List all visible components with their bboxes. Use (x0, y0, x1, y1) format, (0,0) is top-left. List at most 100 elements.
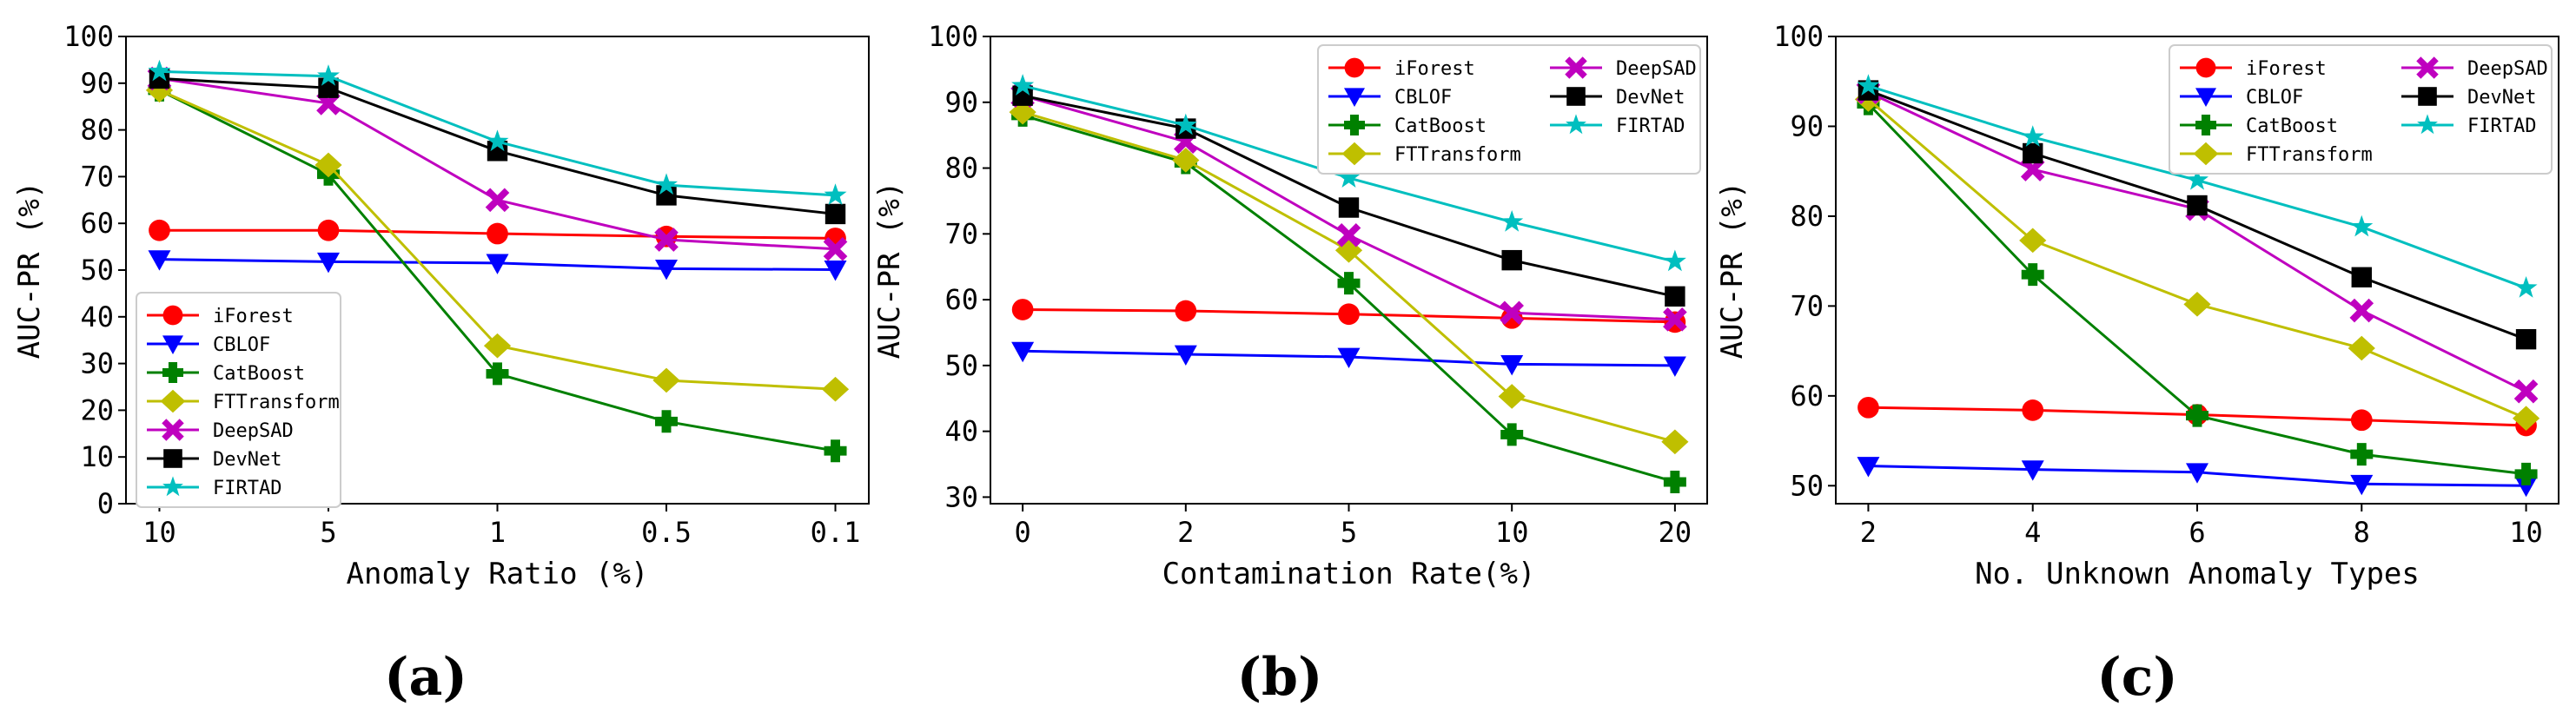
legend-marker (1566, 87, 1586, 106)
data-point (2513, 379, 2539, 404)
y-axis-label: AUC-PR (%) (12, 182, 47, 360)
y-axis-label: AUC-PR (%) (1715, 182, 1750, 360)
panel-caption: (b) (1237, 647, 1323, 708)
data-point (1011, 299, 1034, 320)
data-point (2021, 125, 2044, 147)
panel-caption: (c) (2096, 647, 2177, 708)
legend-marker (1344, 88, 1365, 107)
data-point (2514, 462, 2538, 485)
x-axis-label: No. Unknown Anomaly Types (1975, 557, 2420, 591)
legend-marker (2416, 56, 2439, 79)
data-point (824, 183, 847, 205)
series-FTTransform (145, 77, 850, 402)
data-point (1857, 74, 1880, 96)
data-point (2514, 476, 2538, 498)
data-point (1336, 223, 1361, 248)
y-tick-label: 0 (97, 487, 114, 520)
data-point (1857, 457, 1880, 478)
legend-marker (2195, 115, 2216, 135)
series-FIRTAD (1857, 74, 2538, 298)
x-tick-label: 1 (489, 516, 506, 549)
data-point (486, 129, 509, 152)
series-DevNet (149, 68, 846, 225)
legend-label: FIRTAD (1616, 116, 1685, 137)
legend-marker (162, 362, 183, 383)
data-point (654, 228, 679, 252)
data-point (1011, 341, 1035, 363)
data-point (1172, 148, 1200, 173)
legend-marker (2418, 87, 2437, 106)
data-point (485, 188, 510, 213)
legend-label: iForest (213, 306, 294, 327)
legend-label: FIRTAD (213, 478, 281, 499)
series-CBLOF (1011, 341, 1686, 377)
legend-marker (2193, 142, 2219, 166)
legend: iForest CBLOF CatBoost FTTransform DeepSAD De… (1317, 44, 1701, 175)
legend-marker (2195, 57, 2216, 78)
y-axis-label: AUC-PR (%) (872, 182, 907, 360)
legend-label: DeepSAD (1616, 58, 1697, 80)
legend-label: FTTransform (2246, 144, 2373, 166)
data-point (148, 250, 171, 271)
data-point (2350, 214, 2374, 237)
data-point (483, 333, 512, 359)
data-point (2021, 460, 2044, 481)
legend-box (1317, 44, 1701, 175)
data-point (315, 152, 342, 178)
data-point (487, 222, 508, 245)
x-tick-label: 10 (142, 516, 176, 549)
series-FIRTAD (1011, 74, 1686, 272)
data-point (655, 410, 679, 433)
data-point (655, 173, 678, 195)
data-point (317, 64, 340, 86)
legend-label: DeepSAD (213, 420, 294, 442)
x-axis-label: Contamination Rate(%) (1162, 557, 1536, 591)
y-tick-label: 20 (80, 393, 114, 426)
data-point (655, 259, 679, 280)
legend-marker (162, 305, 183, 326)
data-point (824, 261, 847, 281)
data-point (2022, 399, 2044, 421)
legend-marker (162, 419, 184, 441)
data-point (821, 376, 850, 402)
data-point (1009, 99, 1036, 125)
data-point (2349, 298, 2374, 323)
x-tick-label: 10 (2509, 516, 2543, 549)
x-tick-label: 5 (1341, 516, 1357, 549)
data-point (1501, 249, 1522, 271)
y-tick-label: 40 (944, 415, 978, 448)
data-point (2514, 276, 2538, 298)
legend-label: CBLOF (213, 334, 270, 356)
y-tick-label: 60 (944, 283, 978, 316)
data-point (2350, 409, 2373, 432)
x-tick-label: 0 (1014, 516, 1030, 549)
x-tick-label: 20 (1659, 516, 1692, 549)
legend-label: iForest (1394, 58, 1475, 80)
data-point (149, 219, 170, 241)
data-point (1338, 197, 1360, 218)
data-point (1500, 423, 1524, 446)
data-point (2187, 195, 2208, 216)
legend-marker (1565, 56, 1587, 79)
data-point (486, 254, 509, 274)
x-tick-label: 0.1 (811, 516, 861, 549)
data-point (149, 68, 170, 89)
panel-caption: (a) (384, 647, 467, 708)
data-point (1175, 300, 1197, 322)
data-point (1500, 354, 1524, 376)
chart-panel-2: 50 60 70 80 90 100 2 4 6 8 10 No. Unknown Anomaly T… (1715, 20, 2559, 708)
legend-label: DevNet (1616, 87, 1685, 109)
y-tick-label: 60 (1790, 380, 1824, 412)
legend: iForest CBLOF CatBoost FTTransform DeepSAD De… (2169, 44, 2553, 175)
x-tick-label: 6 (2189, 516, 2205, 549)
x-tick-label: 0.5 (641, 516, 692, 549)
legend-label: DeepSAD (2467, 58, 2548, 80)
data-point (2515, 328, 2537, 350)
y-tick-label: 40 (80, 300, 114, 333)
data-point (2186, 463, 2208, 484)
y-tick-label: 30 (80, 347, 114, 380)
data-point (148, 59, 171, 82)
y-tick-label: 50 (944, 349, 978, 382)
y-tick-label: 10 (80, 440, 114, 473)
